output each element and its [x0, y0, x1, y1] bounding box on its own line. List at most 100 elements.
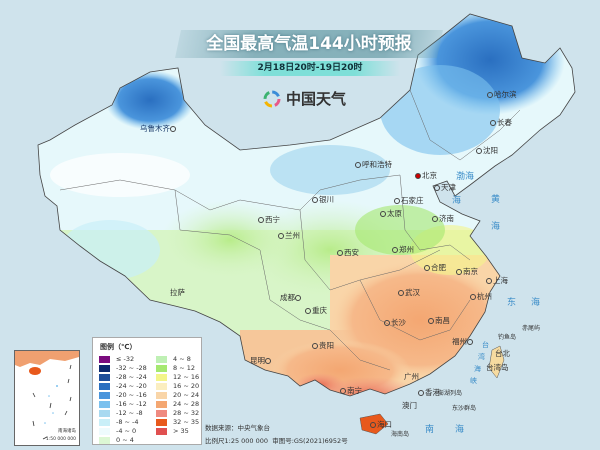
legend-swatch: [156, 355, 167, 363]
legend-item: -32 ~ -28: [99, 364, 147, 372]
scale-and-map-number: 比例尺1:25 000 000 审图号:GS(2021)6952号: [205, 437, 348, 445]
city-label: 广州: [404, 372, 419, 381]
legend-label: 16 ~ 20: [173, 382, 200, 390]
south-china-sea-inset: 南海诸岛 1:50 000 000: [14, 350, 80, 446]
country-border: [37, 13, 576, 397]
inset-scale: 1:50 000 000: [45, 437, 76, 442]
city-label: 台北: [495, 349, 510, 358]
legend-swatch: [99, 418, 110, 426]
legend-label: -8 ~ -4: [116, 418, 139, 426]
city-label: 重庆: [305, 306, 327, 315]
city-label: 南京: [456, 267, 478, 276]
legend-item: -4 ~ 0: [99, 427, 136, 435]
city-label: 福州: [452, 337, 474, 346]
legend-swatch: [156, 382, 167, 390]
city-label: 杭州: [470, 292, 492, 301]
city-label: 呼和浩特: [355, 160, 392, 169]
province-borders: [59, 89, 521, 371]
legend-item: 12 ~ 16: [156, 373, 199, 381]
legend-swatch: [156, 364, 167, 372]
legend-item: 28 ~ 32: [156, 409, 199, 417]
legend-swatch: [156, 400, 167, 408]
city-label: 澳门: [402, 401, 417, 410]
legend-label: -28 ~ -24: [116, 373, 147, 381]
legend-item: -20 ~ -16: [99, 391, 147, 399]
island-label: 海南岛: [391, 431, 410, 438]
city-label: 天津: [434, 183, 456, 192]
city-label: 南昌: [428, 316, 450, 325]
legend-label: 32 ~ 35: [173, 418, 200, 426]
legend-swatch: [99, 427, 110, 435]
sea-label-strait: 峡: [470, 377, 477, 385]
legend-item: -28 ~ -24: [99, 373, 147, 381]
legend: 图例（℃） ≤ -32 -32 ~ -28 -28 ~ -24 -24 ~ -20 -2…: [92, 337, 202, 445]
legend-label: -16 ~ -12: [116, 400, 147, 408]
city-label: 贵阳: [312, 341, 334, 350]
legend-item: 0 ~ 4: [99, 436, 134, 444]
legend-swatch: [99, 364, 110, 372]
legend-item: -24 ~ -20: [99, 382, 147, 390]
city-label: 沈阳: [476, 146, 498, 155]
legend-label: 8 ~ 12: [173, 364, 195, 372]
sea-label-strait: 海: [474, 365, 481, 373]
city-label: 乌鲁木齐: [140, 124, 177, 133]
legend-label: 24 ~ 28: [173, 400, 200, 408]
legend-label: > 35: [173, 427, 189, 435]
sea-label-bohai: 渤海: [456, 172, 475, 182]
city-label: 长沙: [384, 318, 406, 327]
city-label: 昆明: [250, 356, 272, 365]
legend-label: -12 ~ -8: [116, 409, 143, 417]
city-label: 哈尔滨: [487, 90, 517, 99]
legend-label: 28 ~ 32: [173, 409, 200, 417]
legend-title: 图例（℃）: [100, 343, 137, 351]
legend-swatch: [156, 418, 167, 426]
legend-item: -8 ~ -4: [99, 418, 139, 426]
sea-label-strait: 台: [482, 341, 489, 349]
legend-label: -20 ~ -16: [116, 391, 147, 399]
legend-label: -32 ~ -28: [116, 364, 147, 372]
subtitle-band: [220, 61, 400, 76]
sea-label-yellow: 海: [491, 222, 501, 232]
legend-item: ≤ -32: [99, 355, 134, 363]
island-label: 澎湖列岛: [438, 390, 463, 397]
legend-label: 0 ~ 4: [116, 436, 134, 444]
city-label: 太原: [380, 209, 402, 218]
island-label: 钓鱼岛: [498, 334, 517, 341]
city-label: 成都: [280, 293, 302, 302]
legend-item: 16 ~ 20: [156, 382, 199, 390]
sea-label-south: 海: [455, 425, 465, 435]
city-label: 石家庄: [394, 196, 424, 205]
legend-item: 8 ~ 12: [156, 364, 195, 372]
legend-label: 4 ~ 8: [173, 355, 191, 363]
legend-label: -24 ~ -20: [116, 382, 147, 390]
city-label: 拉萨: [170, 288, 185, 297]
legend-item: 32 ~ 35: [156, 418, 199, 426]
city-label: 武汉: [398, 288, 420, 297]
sea-label-bohai: 海: [452, 196, 462, 206]
legend-swatch: [99, 355, 110, 363]
legend-swatch: [99, 436, 110, 444]
page-title: 全国最高气温144小时预报: [206, 34, 412, 54]
city-label: 西宁: [258, 215, 280, 224]
taiwan-island: [488, 345, 505, 379]
sea-label-south: 南: [425, 425, 435, 435]
city-label: 香港: [418, 388, 440, 397]
legend-swatch: [99, 391, 110, 399]
sea-label-strait: 湾: [478, 353, 485, 361]
legend-swatch: [156, 409, 167, 417]
logo: 中国天气: [262, 88, 346, 109]
legend-item: -12 ~ -8: [99, 409, 143, 417]
legend-label: 12 ~ 16: [173, 373, 200, 381]
city-label: 西安: [337, 248, 359, 257]
city-label: 兰州: [278, 231, 300, 240]
legend-swatch: [99, 373, 110, 381]
sea-label-yellow: 黄: [491, 195, 501, 205]
legend-item: 4 ~ 8: [156, 355, 191, 363]
island-label: 赤尾屿: [522, 325, 541, 332]
legend-item: > 35: [156, 427, 189, 435]
inset-title: 南海诸岛: [58, 429, 76, 434]
data-source: 数据来源：中央气象台: [205, 424, 270, 432]
legend-item: 20 ~ 24: [156, 391, 199, 399]
legend-item: -16 ~ -12: [99, 400, 147, 408]
island-label: 东沙群岛: [452, 405, 477, 412]
